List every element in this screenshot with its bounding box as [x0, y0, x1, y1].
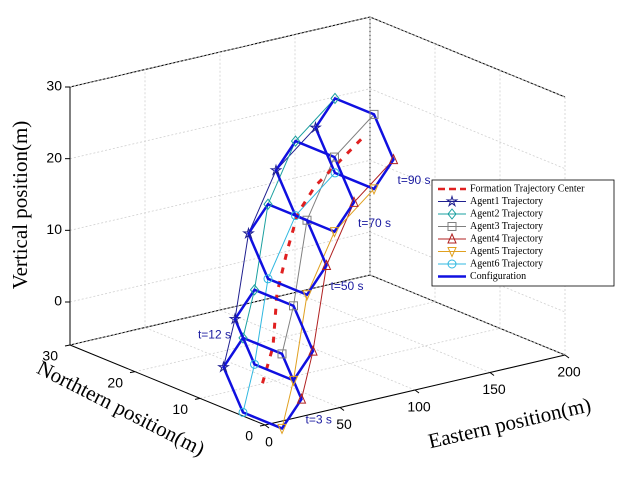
marker: [263, 198, 273, 211]
configuration: [314, 96, 395, 191]
marker: [289, 301, 298, 311]
annotation: t=12 s: [198, 327, 231, 341]
marker: [302, 215, 312, 225]
x-tick-label: 150: [482, 381, 506, 397]
legend-label: Configuration: [470, 271, 526, 282]
marker: [330, 152, 339, 162]
marker: [447, 208, 457, 220]
center-trajectory: [261, 137, 364, 384]
marker: [238, 407, 248, 417]
configuration: [247, 202, 328, 297]
marker: [277, 349, 287, 359]
marker: [288, 375, 299, 387]
y-tick-label: 10: [172, 401, 188, 417]
configuration: [233, 288, 315, 382]
marker: [309, 120, 322, 134]
annotation: t=70 s: [358, 216, 391, 230]
marker: [217, 360, 230, 373]
marker: [249, 284, 260, 296]
legend-label: Agent2 Trajectory: [470, 208, 543, 219]
legend-box: [431, 179, 615, 287]
x-tick: [264, 424, 270, 429]
marker: [228, 312, 242, 325]
marker: [263, 274, 273, 284]
z-tick-label: 20: [46, 149, 62, 165]
y-tick-label: 20: [107, 374, 123, 390]
marker: [302, 290, 312, 301]
x-tick: [339, 407, 345, 411]
marker: [290, 135, 301, 147]
y-tick-label: 30: [42, 348, 58, 364]
y-tick: [129, 371, 136, 374]
marker: [269, 163, 283, 176]
legend-label: Agent5 Trajectory: [470, 246, 543, 257]
marker: [369, 184, 379, 196]
grid-line: [69, 88, 566, 170]
agent-trajectory: [281, 114, 375, 355]
grid-line: [144, 69, 341, 408]
legend-label: Formation Trajectory Center: [470, 183, 585, 194]
marker: [447, 222, 457, 231]
annotation: t=50 s: [331, 279, 364, 293]
marker: [447, 247, 457, 258]
legend-label: Agent1 Trajectory: [470, 196, 543, 207]
annotation: t=3 s: [306, 413, 332, 427]
y-tick: [194, 397, 201, 400]
grid-line: [69, 87, 266, 426]
x-tick-label: 200: [557, 364, 581, 380]
marker: [242, 226, 255, 239]
marker: [308, 344, 318, 356]
marker: [369, 109, 379, 119]
marker: [296, 392, 307, 404]
grid-line: [134, 43, 436, 373]
marker: [330, 92, 340, 105]
marker: [291, 211, 300, 221]
x-tick: [564, 354, 570, 359]
y-axis: [69, 344, 266, 426]
x-axis-title: Eastern position(m): [426, 392, 593, 453]
x-tick: [414, 389, 420, 394]
configuration: [274, 139, 356, 234]
legend: Formation Trajectory Center Agent1 Trajec…: [431, 179, 615, 287]
z-tick-label: 0: [54, 293, 62, 309]
x-tick-label: 0: [265, 434, 273, 450]
x-tick-label: 50: [336, 416, 352, 432]
marker: [277, 423, 287, 435]
grid-line: [199, 70, 501, 399]
marker: [330, 168, 340, 178]
marker: [238, 332, 248, 344]
marker: [250, 359, 259, 369]
y-tick: [259, 424, 266, 427]
legend-label: Agent3 Trajectory: [470, 221, 543, 232]
legend-label: Agent6 Trajectory: [470, 258, 543, 269]
marker: [447, 259, 457, 269]
marker: [445, 194, 459, 207]
grid-line: [69, 16, 566, 98]
marker: [321, 259, 332, 270]
marker: [349, 196, 359, 207]
z-axis-title: Vertical position(m): [8, 121, 32, 290]
x-tick-label: 100: [407, 399, 431, 415]
grid-line: [69, 17, 371, 346]
annotation: t=90 s: [398, 173, 431, 187]
z-tick-label: 30: [46, 78, 62, 94]
y-tick-label: 0: [245, 428, 253, 444]
legend-label: Agent4 Trajectory: [470, 233, 543, 244]
x-tick: [489, 372, 495, 376]
marker: [329, 227, 340, 238]
y-tick: [64, 344, 71, 347]
marker: [388, 153, 399, 165]
marker: [447, 232, 457, 244]
z-tick-label: 10: [46, 221, 62, 237]
